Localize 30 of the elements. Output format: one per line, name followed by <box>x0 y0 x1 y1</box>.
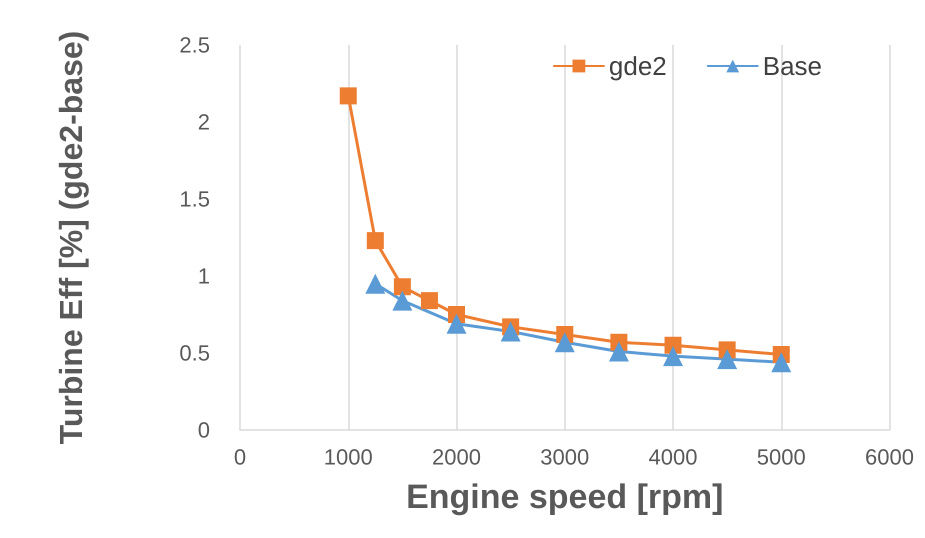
y-tick-label: 0.5 <box>179 340 210 366</box>
legend-label: Base <box>762 51 822 81</box>
legend-label: gde2 <box>608 51 667 81</box>
x-tick-label: 6000 <box>865 444 914 470</box>
x-axis-title: Engine speed [rpm] <box>406 478 724 516</box>
x-tick-label: 0 <box>234 444 246 470</box>
point <box>366 232 384 250</box>
point <box>663 346 684 366</box>
point <box>446 314 467 334</box>
point <box>365 274 386 294</box>
point <box>500 321 521 342</box>
x-tick-label: 1000 <box>324 444 373 470</box>
y-tick-label: 2 <box>198 110 210 134</box>
point <box>392 290 412 311</box>
y-axis-title: Turbine Eff [%] (gde2-base) <box>53 30 89 444</box>
point <box>608 341 629 362</box>
x-tick-label: 5000 <box>756 444 806 470</box>
point <box>394 278 411 296</box>
point <box>717 349 738 370</box>
point <box>771 352 792 372</box>
x-tick-label: 2000 <box>432 444 481 470</box>
y-tick-label: 1 <box>198 264 210 288</box>
point <box>554 332 575 352</box>
point <box>340 87 357 104</box>
y-tick-label: 0 <box>198 418 210 442</box>
y-tick-label: 1.5 <box>179 186 210 212</box>
point <box>420 292 438 310</box>
x-tick-label: 3000 <box>540 444 590 470</box>
x-tick-label: 4000 <box>648 444 698 470</box>
y-tick-label: 2.5 <box>179 32 210 58</box>
